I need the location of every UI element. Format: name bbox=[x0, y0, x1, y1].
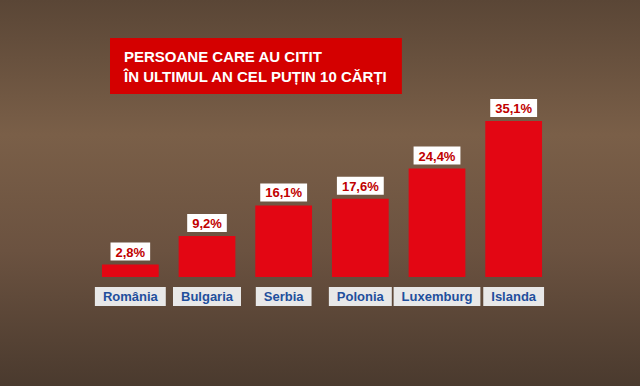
svg-text:17,6%: 17,6% bbox=[342, 179, 379, 194]
svg-text:2,8%: 2,8% bbox=[116, 245, 146, 260]
svg-text:România: România bbox=[103, 289, 159, 304]
svg-text:Polonia: Polonia bbox=[337, 289, 385, 304]
svg-text:24,4%: 24,4% bbox=[419, 149, 456, 164]
svg-text:ÎN ULTIMUL AN CEL PUȚIN 10 CĂR: ÎN ULTIMUL AN CEL PUȚIN 10 CĂRȚI bbox=[123, 68, 387, 85]
svg-text:9,2%: 9,2% bbox=[192, 216, 222, 231]
svg-text:PERSOANE CARE AU CITIT: PERSOANE CARE AU CITIT bbox=[124, 48, 322, 65]
svg-text:Serbia: Serbia bbox=[264, 289, 305, 304]
svg-text:16,1%: 16,1% bbox=[265, 185, 302, 200]
svg-text:Bulgaria: Bulgaria bbox=[181, 289, 234, 304]
svg-text:35,1%: 35,1% bbox=[495, 101, 532, 116]
svg-text:Islanda: Islanda bbox=[491, 289, 537, 304]
svg-text:Luxemburg: Luxemburg bbox=[402, 289, 473, 304]
